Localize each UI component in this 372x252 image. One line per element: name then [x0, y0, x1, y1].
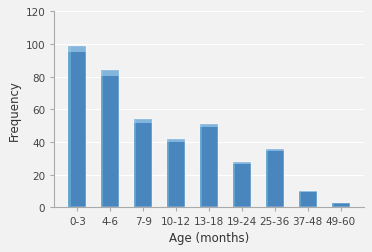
- Bar: [299, 191, 317, 192]
- Bar: [167, 139, 185, 208]
- Bar: [233, 162, 235, 208]
- Bar: [68, 46, 86, 208]
- Bar: [299, 191, 301, 208]
- Bar: [200, 125, 218, 208]
- Bar: [200, 125, 218, 128]
- Bar: [200, 125, 202, 208]
- Bar: [101, 71, 119, 208]
- Bar: [101, 71, 119, 76]
- Bar: [68, 46, 86, 53]
- X-axis label: Age (months): Age (months): [169, 231, 249, 244]
- Bar: [233, 162, 251, 164]
- Bar: [233, 162, 251, 208]
- Bar: [331, 203, 334, 208]
- Bar: [68, 46, 71, 208]
- Bar: [167, 139, 169, 208]
- Bar: [331, 203, 350, 208]
- Bar: [266, 149, 284, 151]
- Y-axis label: Frequency: Frequency: [8, 80, 21, 140]
- Bar: [266, 149, 284, 208]
- Bar: [134, 120, 136, 208]
- Bar: [266, 149, 268, 208]
- Bar: [134, 120, 152, 123]
- Bar: [167, 139, 185, 142]
- Bar: [134, 120, 152, 208]
- Bar: [299, 191, 317, 208]
- Bar: [101, 71, 103, 208]
